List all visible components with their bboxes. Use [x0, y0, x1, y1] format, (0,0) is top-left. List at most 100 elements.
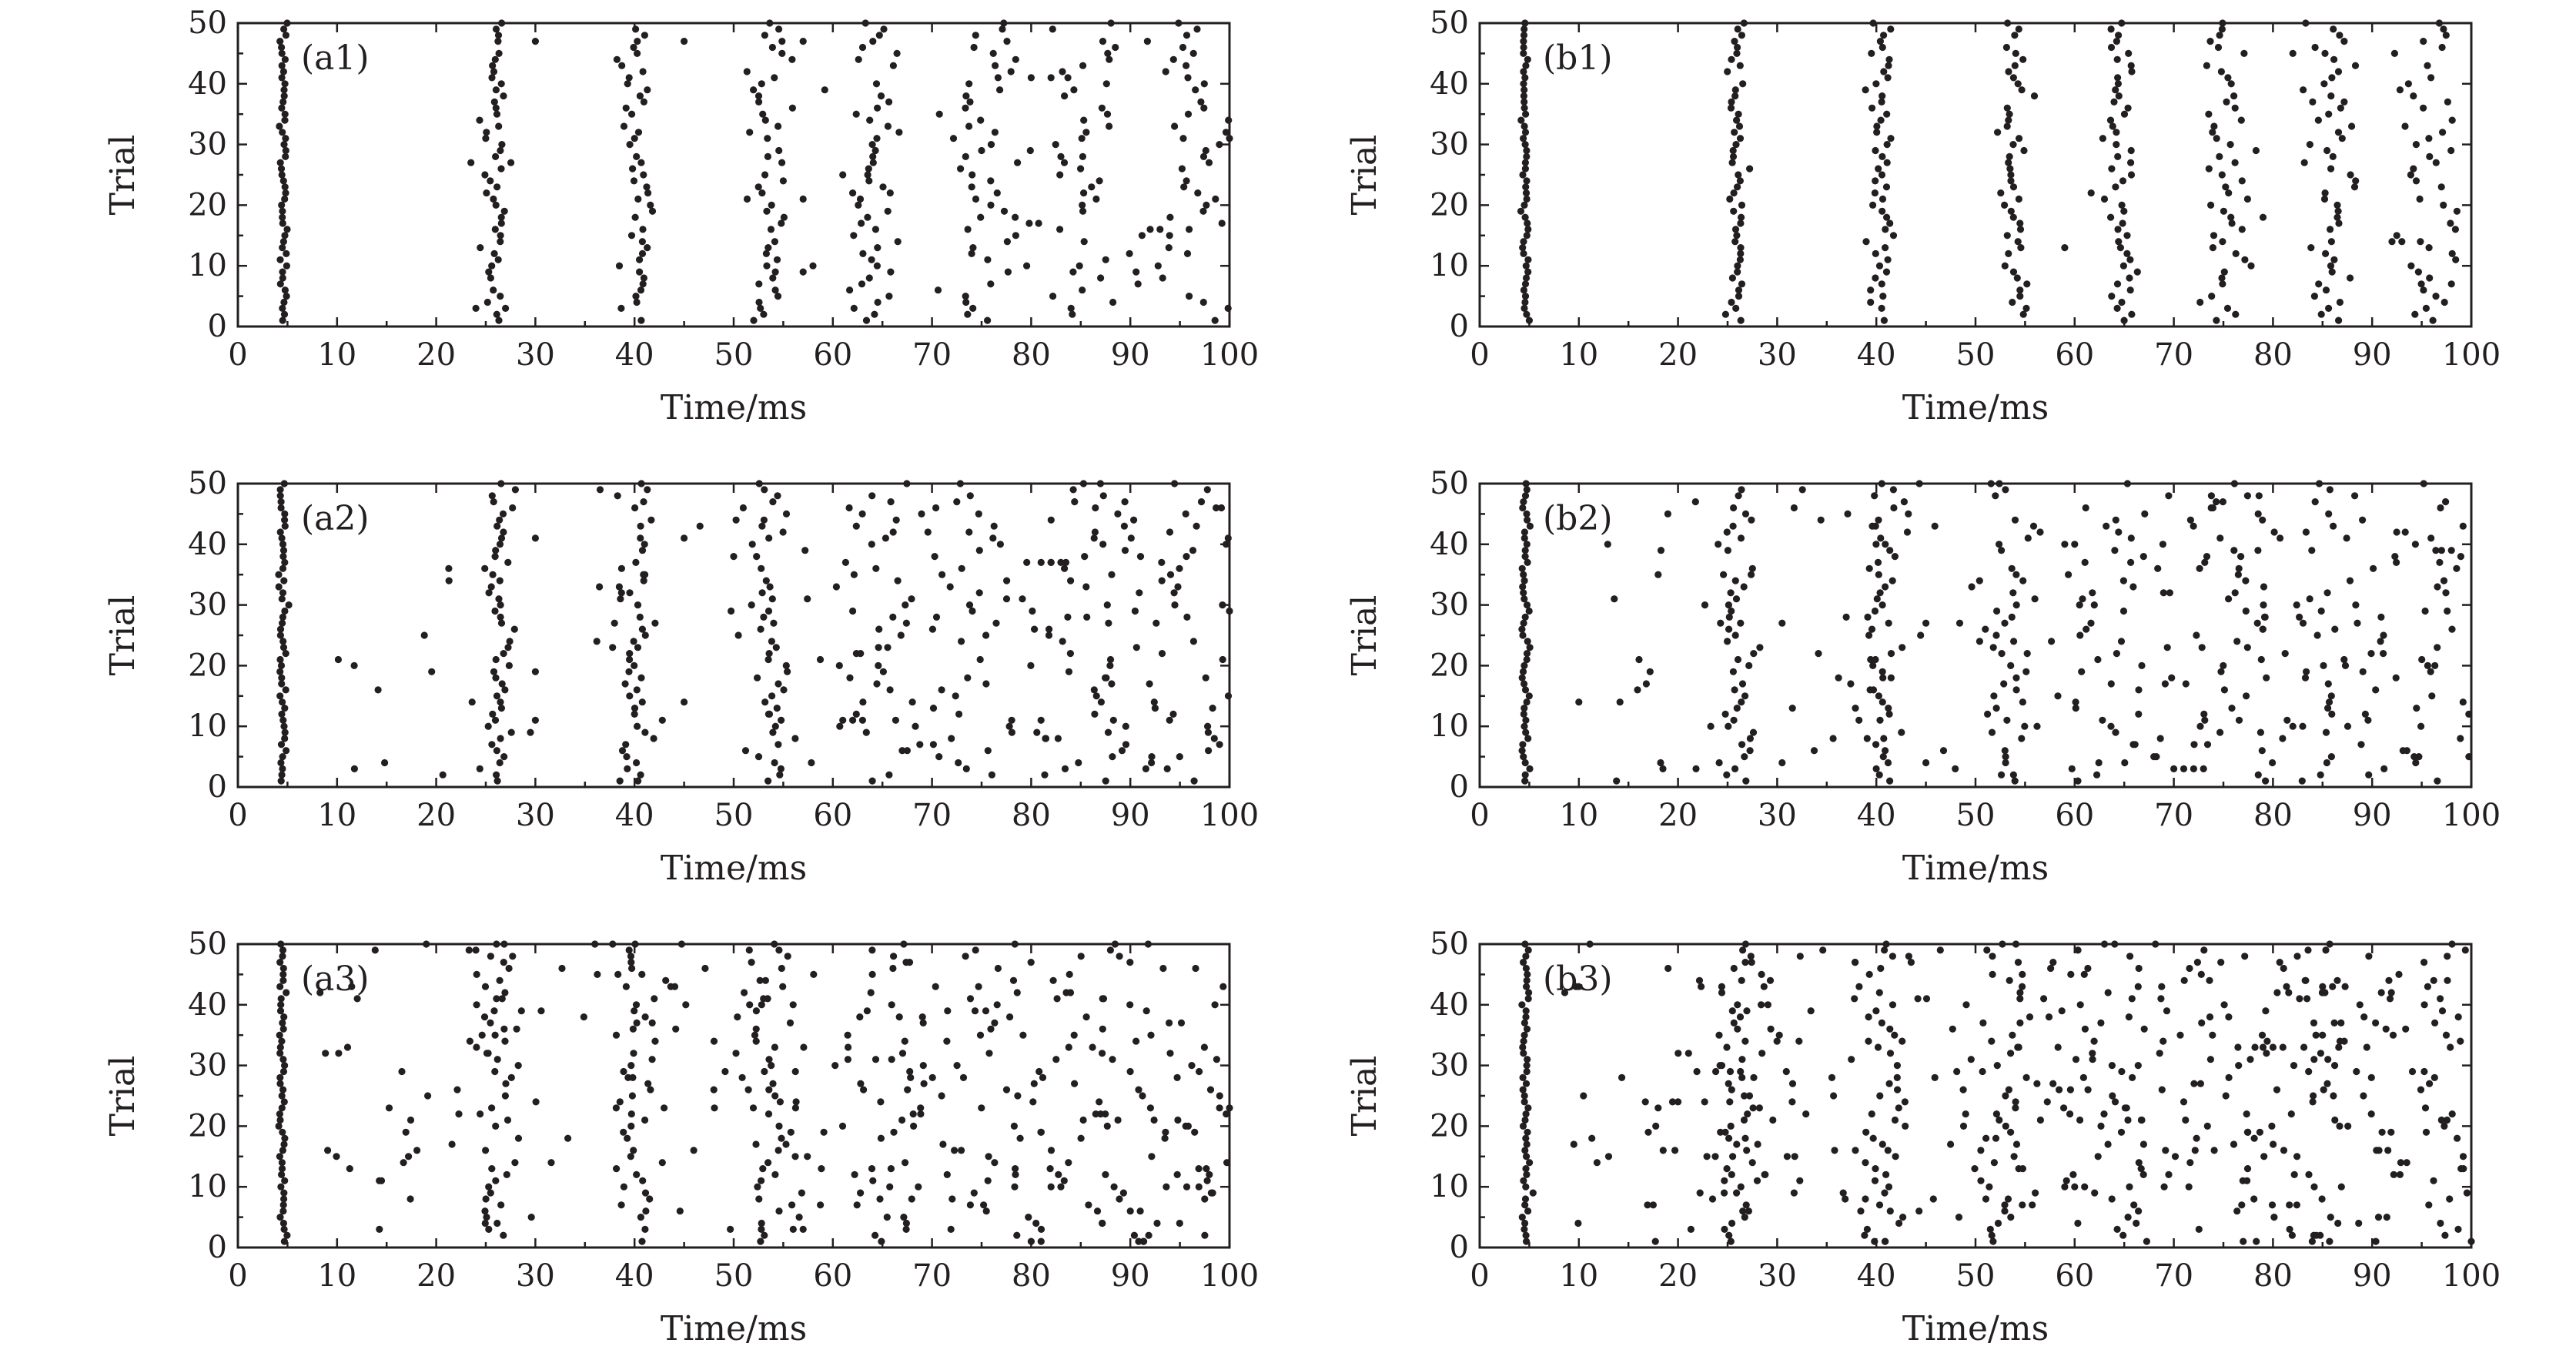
spike: [641, 571, 649, 578]
spike: [1869, 19, 1877, 27]
spike: [1520, 1177, 1527, 1184]
spike: [902, 1219, 910, 1227]
spike: [2319, 983, 2327, 990]
spike: [1170, 589, 1178, 597]
spike: [1738, 201, 1746, 209]
spike: [1099, 1219, 1106, 1227]
x-tick-label: 40: [1857, 337, 1896, 373]
y-tick-label: 20: [188, 1108, 227, 1144]
spike: [903, 480, 911, 487]
spike: [2107, 213, 2115, 221]
panel-b1: 0 10 20 30 40 50 60 70 80 90 10001020304050Time/ms…: [1345, 5, 2501, 427]
spike: [1041, 771, 1049, 779]
spike: [1880, 68, 1888, 75]
spike: [2193, 631, 2200, 639]
spike: [634, 38, 641, 45]
spike: [1889, 232, 1898, 239]
spike: [748, 959, 755, 966]
spike: [2180, 1098, 2188, 1106]
spike: [2410, 165, 2417, 172]
spike: [1731, 238, 1739, 246]
spike: [1521, 165, 1529, 172]
spike: [1654, 571, 1662, 578]
spike: [2334, 129, 2343, 136]
spike: [2137, 1165, 2145, 1173]
spike: [875, 644, 882, 651]
spike: [977, 213, 985, 221]
spike: [928, 625, 936, 633]
spike: [280, 1195, 288, 1203]
spike: [334, 655, 342, 664]
spike: [1588, 1134, 1596, 1142]
spike: [1146, 226, 1154, 233]
spike: [279, 541, 287, 548]
spike: [631, 504, 639, 512]
x-tick-label: 50: [714, 798, 754, 833]
spike: [2001, 747, 2009, 755]
spike: [2337, 1183, 2345, 1191]
spike: [2293, 1201, 2300, 1209]
spike: [2354, 619, 2361, 627]
spike: [1764, 1001, 1771, 1009]
spike: [1003, 577, 1011, 584]
spike: [1521, 547, 1529, 554]
spike: [2288, 1231, 2296, 1239]
spike: [1518, 747, 1526, 755]
spike: [2107, 25, 2115, 33]
spike: [1079, 480, 1087, 487]
spike: [2407, 171, 2414, 179]
spike: [647, 201, 654, 209]
x-axis-label: Time/ms: [661, 388, 807, 427]
spike: [890, 1128, 898, 1136]
spike: [1042, 735, 1049, 742]
spike: [955, 759, 962, 767]
spike: [953, 1062, 961, 1070]
spike: [279, 946, 287, 954]
spike: [276, 1050, 284, 1057]
spike: [2010, 1153, 2018, 1160]
spike: [1088, 183, 1096, 191]
spike: [2327, 226, 2334, 233]
spike: [2210, 122, 2218, 130]
spike: [1737, 619, 1745, 627]
plot-frame: [236, 482, 1231, 789]
spike: [2217, 668, 2225, 675]
spike: [1524, 558, 1531, 567]
spike: [499, 510, 507, 518]
x-axis-label: Time/ms: [661, 1309, 807, 1348]
spike: [771, 238, 779, 246]
spike: [625, 668, 633, 675]
spike: [2246, 1056, 2254, 1063]
spike: [730, 553, 738, 561]
spike: [1130, 1231, 1138, 1239]
spike: [952, 692, 959, 700]
spike: [1522, 189, 1531, 197]
spike: [2261, 613, 2269, 621]
spike: [2019, 577, 2027, 584]
spike: [966, 1201, 974, 1209]
spike: [2054, 1043, 2062, 1051]
spike: [1726, 1098, 1734, 1106]
spike: [2257, 728, 2264, 736]
spike: [2220, 661, 2227, 670]
spike: [1874, 558, 1882, 567]
spike: [1145, 1231, 1153, 1239]
spike: [975, 983, 982, 990]
spike: [681, 38, 688, 45]
spike: [1116, 953, 1123, 960]
spike: [758, 1001, 765, 1009]
spike: [1102, 777, 1109, 785]
spike: [385, 1104, 393, 1112]
spike: [1893, 1073, 1901, 1081]
spike: [279, 98, 287, 105]
spike: [764, 244, 772, 252]
spike: [1747, 953, 1755, 960]
spike: [1872, 1007, 1880, 1015]
spike: [2410, 92, 2417, 100]
spike: [2012, 674, 2020, 682]
spike: [1091, 528, 1099, 536]
spike: [2016, 226, 2025, 233]
spike: [1057, 1183, 1065, 1191]
spike: [620, 1128, 627, 1136]
spike: [1217, 504, 1226, 512]
